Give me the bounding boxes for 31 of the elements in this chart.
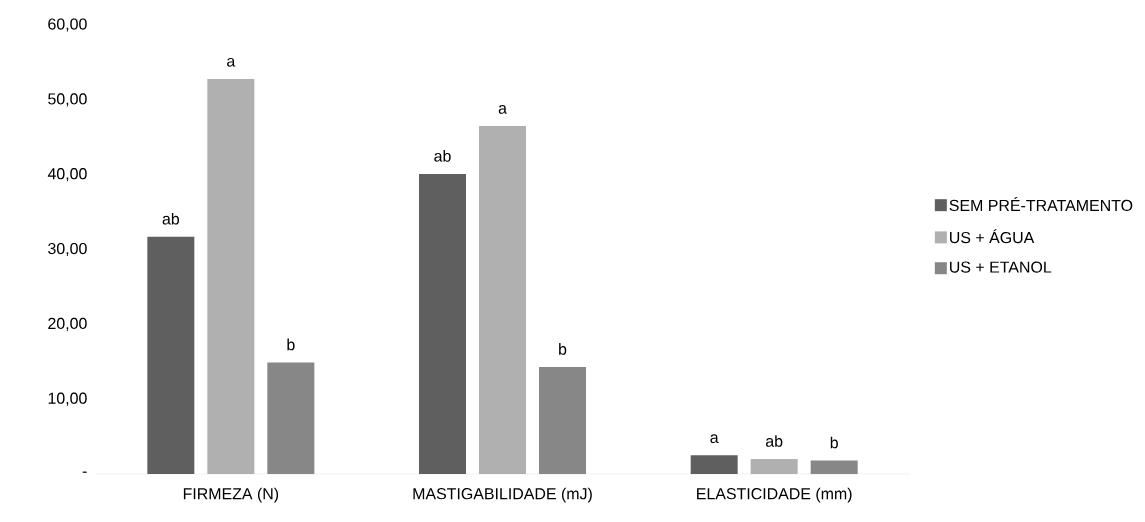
x-tick-label: FIRMEZA (N) [183, 487, 279, 503]
bar [810, 460, 858, 474]
y-tick-label: 10,00 [48, 392, 87, 406]
data-label: a [498, 105, 507, 114]
legend-label: SEM PRÉ-TRATAMENTO [949, 197, 1133, 212]
bar [479, 126, 527, 474]
data-label: a [227, 57, 236, 67]
data-label: b [287, 338, 295, 351]
bar [267, 362, 315, 474]
y-tick-label: 30,00 [48, 242, 87, 257]
y-tick-label: 50,00 [48, 93, 87, 107]
legend-label: US + ETANOL [950, 261, 1052, 273]
bar [750, 459, 798, 474]
data-label: a [710, 434, 719, 444]
x-tick-label: ELASTICIDADE (mm) [697, 487, 852, 503]
legend-label: US + ÁGUA [950, 229, 1035, 244]
data-label: ab [434, 150, 451, 162]
data-label: ab [765, 435, 783, 447]
data-label: ab [162, 212, 180, 225]
data-label: b [830, 436, 838, 449]
bar [690, 455, 738, 474]
y-tick-label: 40,00 [47, 168, 87, 182]
bar [207, 78, 255, 474]
y-tick-label: 20,00 [48, 317, 87, 331]
bar [539, 366, 587, 474]
y-tick-label: 60,00 [48, 18, 87, 32]
bar [419, 173, 466, 474]
data-label: b [559, 343, 567, 355]
x-tick-label: MASTIGABILIDADE (mJ) [413, 487, 592, 503]
bar [147, 236, 195, 474]
y-tick-label: - [82, 471, 87, 473]
